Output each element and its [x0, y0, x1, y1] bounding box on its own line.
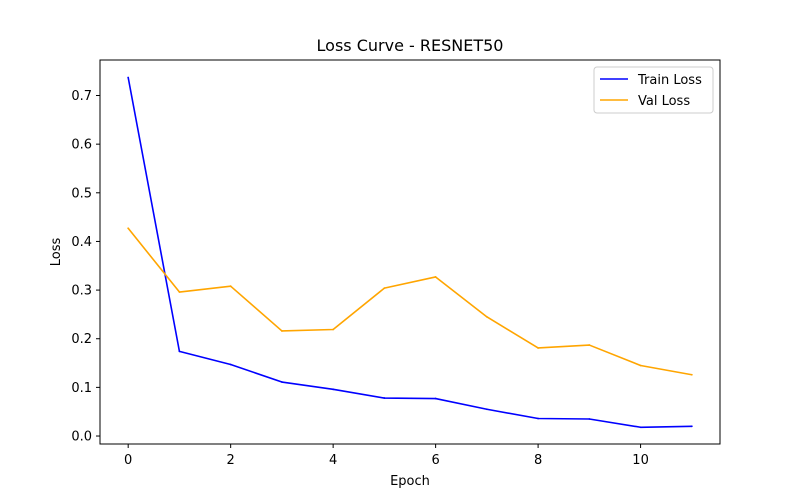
data-point-train-loss — [383, 397, 386, 399]
data-point-val-loss — [588, 344, 591, 346]
y-tick-label: 0.6 — [71, 138, 92, 153]
data-point-val-loss — [281, 330, 283, 332]
data-point-train-loss — [639, 426, 642, 429]
data-point-train-loss — [537, 417, 539, 420]
series-lines — [127, 76, 693, 429]
legend-label-train-loss: Train Loss — [637, 73, 702, 88]
data-point-val-loss — [127, 227, 130, 230]
data-point-val-loss — [178, 291, 181, 293]
y-axis-label: Loss — [49, 238, 64, 267]
x-tick-label: 10 — [632, 453, 649, 468]
series-line-train-loss — [127, 77, 692, 429]
data-point-val-loss — [537, 347, 539, 349]
data-point-train-loss — [434, 397, 437, 400]
plot-area — [100, 60, 720, 444]
x-axis: 0 2 4 6 8 10 — [124, 444, 649, 468]
y-tick-label: 0.0 — [71, 430, 92, 445]
data-point-train-loss — [127, 76, 130, 79]
data-point-val-loss — [639, 364, 642, 367]
x-tick-label: 6 — [431, 453, 439, 468]
data-point-train-loss — [588, 418, 591, 420]
data-point-val-loss — [383, 287, 386, 290]
data-point-val-loss — [690, 373, 693, 376]
y-tick-label: 0.3 — [71, 284, 92, 299]
data-point-val-loss — [332, 328, 335, 331]
y-tick-label: 0.5 — [71, 186, 92, 201]
data-point-val-loss — [229, 285, 232, 288]
chart-title: Loss Curve - RESNET50 — [317, 36, 504, 55]
y-tick-label: 0.4 — [71, 235, 92, 250]
data-point-train-loss — [332, 388, 335, 391]
x-tick-label: 4 — [329, 453, 337, 468]
data-point-train-loss — [485, 408, 488, 411]
data-point-val-loss — [485, 315, 488, 318]
legend: Train Loss Val Loss — [593, 66, 714, 114]
data-point-val-loss — [434, 276, 437, 278]
x-tick-label: 8 — [534, 453, 542, 468]
legend-label-val-loss: Val Loss — [638, 94, 690, 109]
plot-frame — [99, 59, 721, 445]
x-axis-label: Epoch — [390, 474, 430, 489]
y-tick-label: 0.2 — [71, 332, 92, 347]
y-tick-label: 0.7 — [71, 89, 92, 104]
data-point-train-loss — [178, 350, 181, 353]
x-tick-label: 0 — [124, 453, 132, 468]
data-point-train-loss — [229, 363, 232, 366]
y-tick-label: 0.1 — [71, 381, 92, 396]
x-tick-label: 2 — [227, 453, 235, 468]
y-axis: 0.0 0.1 0.2 0.3 0.4 0.5 0.6 0.7 — [71, 89, 100, 445]
series-line-val-loss — [127, 227, 692, 376]
data-point-train-loss — [281, 381, 283, 383]
data-point-train-loss — [690, 425, 693, 428]
